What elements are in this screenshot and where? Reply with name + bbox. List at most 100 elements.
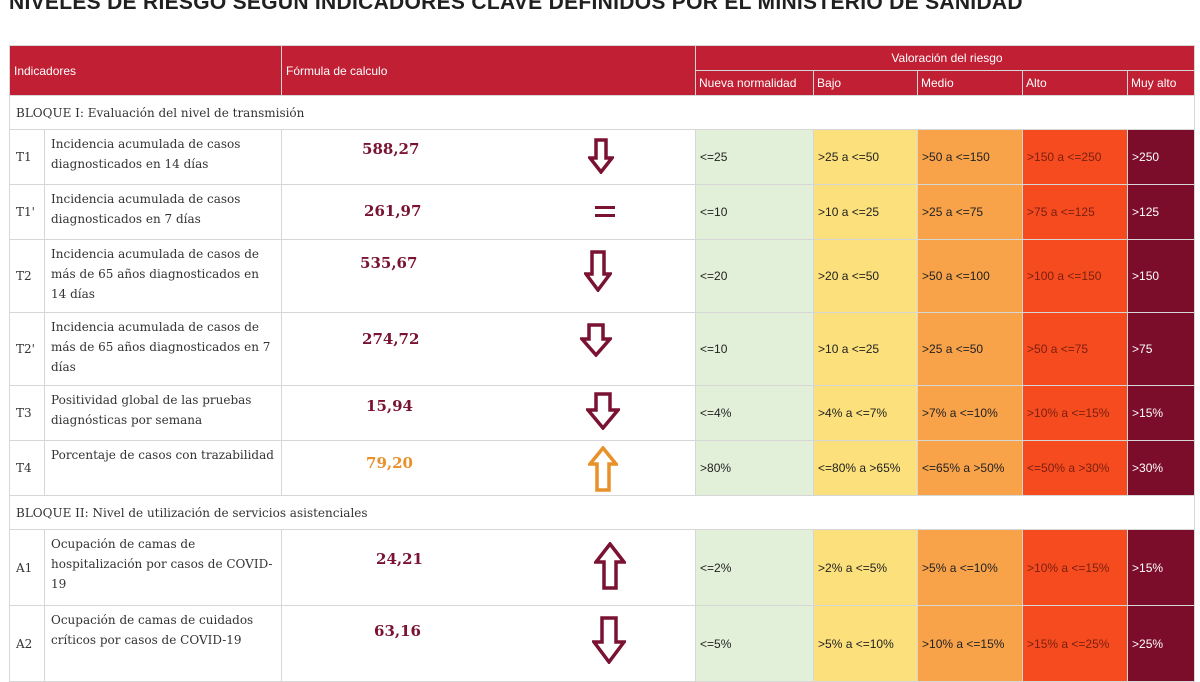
range-medio: >7% a <=10%: [917, 385, 1024, 441]
indicator-value: 15,94: [366, 397, 413, 415]
range-nueva-normalidad: <=20: [695, 239, 815, 313]
indicator-code: A2: [9, 605, 45, 682]
range-muy-alto: >125: [1127, 184, 1196, 240]
indicator-code: T2': [9, 312, 45, 386]
formula-cell: 535,67: [281, 239, 697, 313]
table-row: T2 Incidencia acumulada de casos de más …: [9, 239, 1196, 313]
table-row: A1 Ocupación de camas de hospitalización…: [9, 529, 1196, 606]
range-bajo: >10 a <=25: [813, 184, 919, 240]
range-muy-alto: >15%: [1127, 529, 1196, 606]
indicator-description: Incidencia acumulada de casos de más de …: [43, 312, 283, 386]
page-title: NIVELES DE RIESGO SEGÚN INDICADORES CLAV…: [9, 0, 1023, 14]
range-nueva-normalidad: <=2%: [695, 529, 815, 606]
table-row: A2 Ocupación de camas de cuidados crític…: [9, 605, 1196, 682]
range-alto: >50 a <=75: [1022, 312, 1129, 386]
range-muy-alto: >15%: [1127, 385, 1196, 441]
range-bajo: <=80% a >65%: [813, 440, 919, 496]
range-alto: <=50% a >30%: [1022, 440, 1129, 496]
indicator-value: 63,16: [374, 622, 421, 640]
range-nueva-normalidad: <=5%: [695, 605, 815, 682]
range-medio: >50 a <=100: [917, 239, 1024, 313]
indicator-code: T2: [9, 239, 45, 313]
range-muy-alto: >75: [1127, 312, 1196, 386]
range-alto: >15% a <=25%: [1022, 605, 1129, 682]
range-nueva-normalidad: >80%: [695, 440, 815, 496]
range-bajo: >10 a <=25: [813, 312, 919, 386]
header-valoracion: Valoración del riesgo: [695, 45, 1196, 71]
header-indicadores: Indicadores: [8, 45, 283, 96]
indicator-code: T3: [9, 385, 45, 441]
header-level-nueva-normalidad: Nueva normalidad: [695, 70, 815, 96]
range-alto: >100 a <=150: [1022, 239, 1129, 313]
formula-cell: 79,20: [281, 440, 697, 496]
range-medio: >5% a <=10%: [917, 529, 1024, 606]
range-nueva-normalidad: <=25: [695, 129, 815, 185]
table-row: T2' Incidencia acumulada de casos de más…: [9, 312, 1196, 386]
arrow-down-icon: [580, 323, 613, 357]
table-row: T4 Porcentaje de casos con trazabilidad …: [9, 440, 1196, 496]
indicator-description: Porcentaje de casos con trazabilidad: [43, 440, 283, 496]
indicator-code: T1': [9, 184, 45, 240]
indicator-description: Positividad global de las pruebas diagnó…: [43, 385, 283, 441]
range-muy-alto: >30%: [1127, 440, 1196, 496]
range-bajo: >20 a <=50: [813, 239, 919, 313]
range-bajo: >4% a <=7%: [813, 385, 919, 441]
indicator-value: 535,67: [360, 254, 418, 272]
range-muy-alto: >150: [1127, 239, 1196, 313]
arrow-up-icon: [588, 446, 619, 492]
formula-cell: 274,72: [281, 312, 697, 386]
indicator-description: Ocupación de camas de cuidados críticos …: [43, 605, 283, 682]
indicator-code: T1: [9, 129, 45, 185]
block-2-label: BLOQUE II: Nivel de utilización de servi…: [8, 495, 1196, 530]
arrow-down-icon: [584, 250, 613, 292]
table-row: T1' Incidencia acumulada de casos diagno…: [9, 184, 1196, 240]
range-nueva-normalidad: <=4%: [695, 385, 815, 441]
header-level-bajo: Bajo: [813, 70, 919, 96]
range-alto: >10% a <=15%: [1022, 385, 1129, 441]
range-nueva-normalidad: <=10: [695, 312, 815, 386]
range-medio: >25 a <=75: [917, 184, 1024, 240]
header-level-medio: Medio: [917, 70, 1024, 96]
range-medio: <=65% a >50%: [917, 440, 1024, 496]
block-1-label: BLOQUE I: Evaluación del nivel de transm…: [8, 95, 1196, 130]
range-medio: >10% a <=15%: [917, 605, 1024, 682]
range-bajo: >5% a <=10%: [813, 605, 919, 682]
formula-cell: 63,16: [281, 605, 697, 682]
header-level-muy-alto: Muy alto: [1127, 70, 1196, 96]
indicator-description: Incidencia acumulada de casos diagnostic…: [43, 184, 283, 240]
range-muy-alto: >250: [1127, 129, 1196, 185]
formula-cell: 261,97: [281, 184, 697, 240]
formula-cell: 588,27: [281, 129, 697, 185]
indicator-code: A1: [9, 529, 45, 606]
range-bajo: >2% a <=5%: [813, 529, 919, 606]
table-row: T3 Positividad global de las pruebas dia…: [9, 385, 1196, 441]
range-alto: >10% a <=15%: [1022, 529, 1129, 606]
indicator-value: 588,27: [362, 140, 420, 158]
indicator-description: Incidencia acumulada de casos diagnostic…: [43, 129, 283, 185]
indicator-value: 274,72: [362, 330, 420, 348]
range-nueva-normalidad: <=10: [695, 184, 815, 240]
risk-levels-table: Indicadores Fórmula de calculo Valoració…: [8, 45, 1196, 682]
arrow-down-icon: [588, 138, 615, 174]
indicator-code: T4: [9, 440, 45, 496]
range-bajo: >25 a <=50: [813, 129, 919, 185]
range-alto: >75 a <=125: [1022, 184, 1129, 240]
header-formula: Fórmula de calculo: [281, 45, 697, 96]
equal-sign-icon: [595, 206, 616, 217]
range-medio: >50 a <=150: [917, 129, 1024, 185]
arrow-down-icon: [586, 392, 621, 430]
indicator-description: Incidencia acumulada de casos de más de …: [43, 239, 283, 313]
table-row: T1 Incidencia acumulada de casos diagnos…: [9, 129, 1196, 185]
arrow-down-icon: [592, 616, 627, 664]
range-alto: >150 a <=250: [1022, 129, 1129, 185]
indicator-value: 79,20: [366, 454, 413, 472]
range-muy-alto: >25%: [1127, 605, 1196, 682]
formula-cell: 15,94: [281, 385, 697, 441]
arrow-up-icon: [594, 542, 627, 590]
range-medio: >25 a <=50: [917, 312, 1024, 386]
indicator-value: 24,21: [376, 550, 423, 568]
formula-cell: 24,21: [281, 529, 697, 606]
indicator-description: Ocupación de camas de hospitalización po…: [43, 529, 283, 606]
indicator-value: 261,97: [364, 202, 422, 220]
header-level-alto: Alto: [1022, 70, 1129, 96]
